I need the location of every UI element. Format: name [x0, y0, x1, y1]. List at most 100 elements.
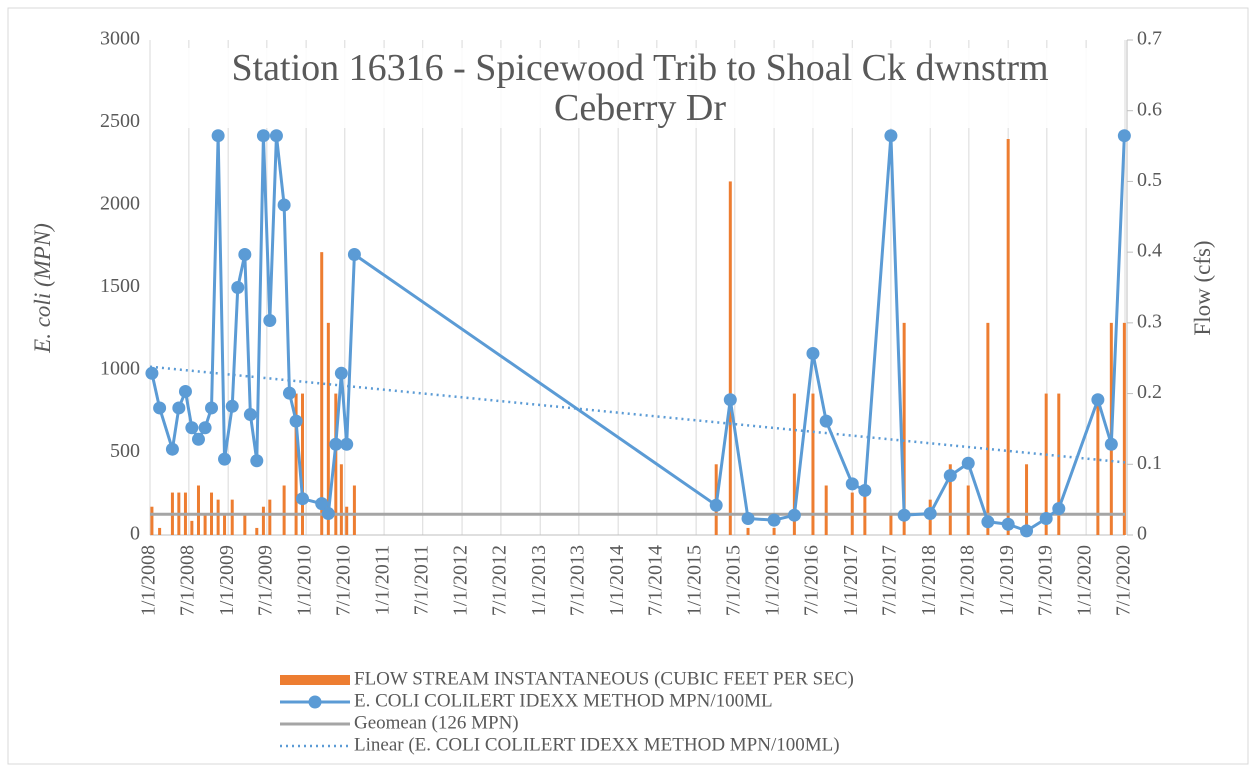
point — [845, 477, 859, 491]
y-tick-label: 500 — [110, 440, 140, 462]
y-tick-label: 1000 — [100, 358, 140, 380]
point — [225, 399, 239, 413]
y-tick-label: 2500 — [100, 110, 140, 132]
point — [897, 508, 911, 522]
y2-tick-label: 0.5 — [1137, 169, 1162, 191]
bar — [792, 393, 796, 535]
bar — [1044, 393, 1048, 535]
point — [205, 401, 219, 415]
point — [198, 421, 212, 435]
point — [211, 129, 225, 143]
legend-label: Geomean (126 MPN) — [354, 712, 519, 733]
point — [145, 366, 159, 380]
point — [741, 512, 755, 525]
point — [943, 469, 957, 483]
point — [1001, 517, 1015, 531]
x-tick-label: 7/1/2018 — [956, 545, 978, 616]
point — [243, 408, 257, 422]
point — [269, 129, 283, 143]
x-tick-label: 7/1/2014 — [644, 545, 666, 616]
y-tick-label: 2000 — [100, 193, 140, 215]
x-tick-label: 1/1/2013 — [528, 545, 550, 616]
y2-tick-label: 0.1 — [1137, 452, 1162, 474]
legend-swatch — [308, 695, 322, 709]
point — [165, 442, 179, 456]
legend-label: E. COLI COLILERT IDEXX METHOD MPN/100ML — [354, 690, 773, 711]
point — [178, 384, 192, 398]
x-tick-label: 1/1/2008 — [138, 545, 160, 616]
point — [884, 129, 898, 143]
point — [723, 393, 737, 407]
bar — [300, 393, 304, 535]
point — [321, 507, 335, 521]
point — [256, 129, 270, 143]
bar — [948, 464, 952, 535]
bar — [216, 499, 220, 535]
point — [340, 437, 354, 451]
bar — [824, 485, 828, 535]
x-tick-label: 1/1/2011 — [372, 545, 394, 615]
point — [923, 507, 937, 521]
x-tick-label: 7/1/2009 — [254, 545, 276, 616]
point — [1117, 129, 1131, 143]
x-tick-label: 1/1/2014 — [606, 545, 628, 616]
x-tick-label: 1/1/2020 — [1074, 545, 1096, 616]
bar — [190, 520, 194, 535]
point — [153, 401, 167, 415]
x-tick-label: 1/1/2017 — [840, 545, 862, 616]
bar — [334, 393, 338, 535]
point — [767, 513, 781, 527]
point — [289, 414, 303, 428]
chart-title: Station 16316 - Spicewood Trib to Shoal … — [170, 48, 1110, 128]
y-axis-label: E. coli (MPN) — [30, 223, 55, 354]
y2-tick-label: 0.2 — [1137, 381, 1162, 403]
x-tick-label: 7/1/2015 — [722, 545, 744, 616]
bar — [986, 322, 990, 535]
bar — [345, 506, 349, 535]
bar — [268, 499, 272, 535]
bar — [1006, 139, 1010, 535]
x-tick-label: 1/1/2009 — [216, 545, 238, 616]
y-tick-label: 0 — [130, 523, 140, 545]
x-tick-label: 1/1/2019 — [996, 545, 1018, 616]
point — [347, 248, 361, 261]
bar — [811, 393, 815, 535]
point — [250, 454, 264, 468]
point — [806, 347, 820, 360]
x-tick-label: 1/1/2012 — [450, 545, 472, 616]
x-tick-label: 7/1/2008 — [176, 545, 198, 616]
y-tick-label: 1500 — [100, 275, 140, 297]
x-tick-label: 1/1/2016 — [762, 545, 784, 616]
point — [1020, 524, 1034, 538]
y2-tick-label: 0.6 — [1137, 98, 1162, 120]
y2-axis-label: Flow (cfs) — [1190, 240, 1215, 335]
bar — [158, 527, 162, 535]
point — [1039, 512, 1053, 525]
point — [185, 421, 199, 435]
bar — [196, 485, 200, 535]
x-tick-label: 7/1/2019 — [1034, 545, 1056, 616]
bar — [889, 513, 893, 535]
bar — [320, 252, 324, 535]
point — [819, 414, 833, 428]
point — [295, 492, 309, 506]
point — [329, 437, 343, 451]
bar — [746, 527, 750, 535]
y2-tick-label: 0.7 — [1137, 28, 1162, 50]
bar — [223, 513, 227, 535]
bar — [352, 485, 356, 535]
bar — [282, 485, 286, 535]
bar — [1025, 464, 1029, 535]
bar — [1122, 322, 1126, 535]
y2-tick-label: 0.3 — [1137, 310, 1162, 332]
bar — [772, 527, 776, 535]
legend-swatch — [280, 675, 350, 685]
bar — [230, 499, 234, 535]
bar — [243, 513, 247, 535]
point — [263, 314, 277, 327]
y-tick-label: 3000 — [100, 28, 140, 50]
x-tick-label: 1/1/2010 — [294, 545, 316, 616]
point — [334, 366, 348, 380]
